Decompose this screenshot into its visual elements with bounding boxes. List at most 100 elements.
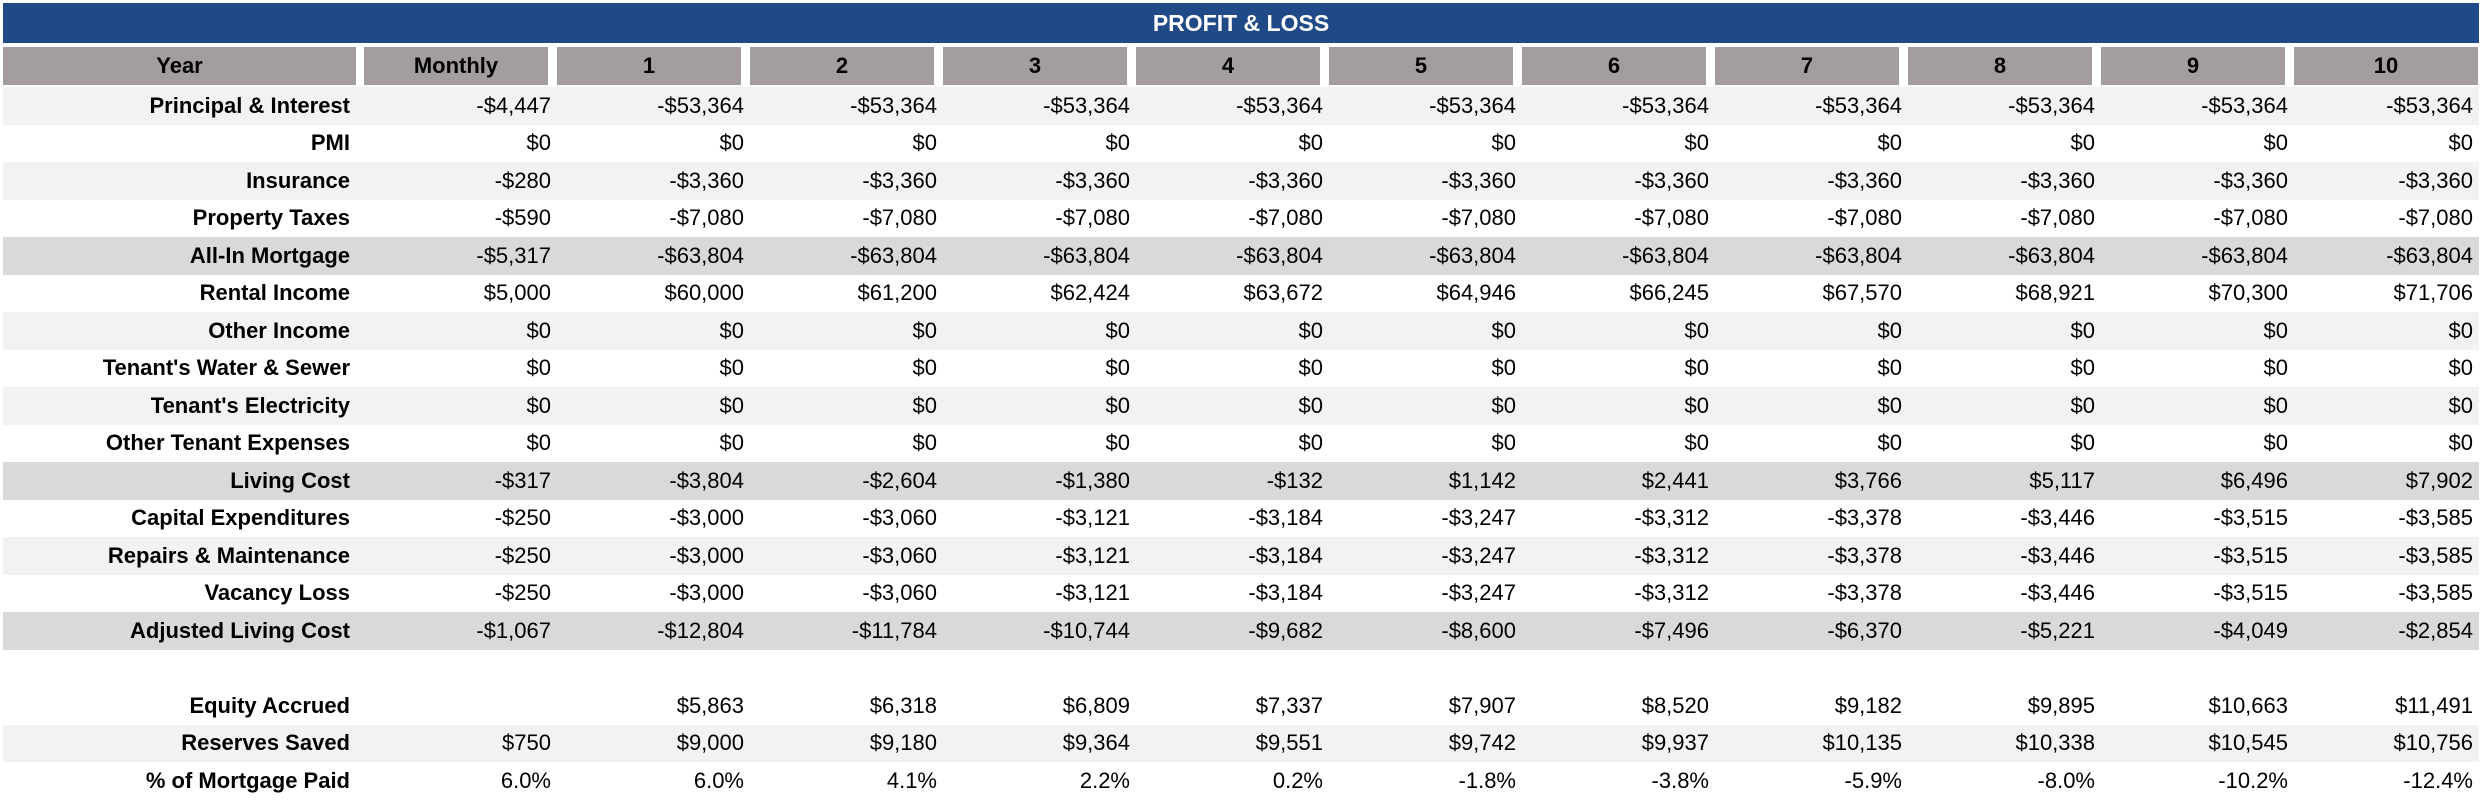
column-header: 7	[1715, 47, 1899, 85]
value-cell: -$1,067	[364, 612, 557, 650]
value-cell: -12.4%	[2294, 762, 2479, 800]
value-cell: -$3,360	[1715, 162, 1908, 200]
value-cell: $71,706	[2294, 274, 2479, 312]
value-cell: -3.8%	[1522, 762, 1715, 800]
value-cell: $0	[1329, 124, 1522, 162]
row-label: Tenant's Electricity	[3, 387, 364, 425]
value-cell: $6,809	[943, 687, 1136, 725]
value-cell: -$3,000	[557, 574, 750, 612]
value-cell: $0	[1715, 312, 1908, 350]
value-cell: $0	[1715, 349, 1908, 387]
row-label: Living Cost	[3, 462, 364, 500]
value-cell: -$3,000	[557, 499, 750, 537]
value-cell: -$3,360	[2101, 162, 2294, 200]
value-cell: -5.9%	[1715, 762, 1908, 800]
value-cell: $64,946	[1329, 274, 1522, 312]
value-cell: -$3,360	[1908, 162, 2101, 200]
value-cell: $0	[1715, 424, 1908, 462]
value-cell: -$63,804	[750, 237, 943, 275]
value-cell: $0	[750, 387, 943, 425]
value-cell: $0	[557, 124, 750, 162]
value-cell: -$9,682	[1136, 612, 1329, 650]
value-cell: -$7,080	[1522, 199, 1715, 237]
value-cell: -$53,364	[2101, 87, 2294, 125]
value-cell: -$2,854	[2294, 612, 2479, 650]
value-cell	[364, 687, 557, 725]
value-cell: $9,742	[1329, 724, 1522, 762]
value-cell: $62,424	[943, 274, 1136, 312]
value-cell: -8.0%	[1908, 762, 2101, 800]
value-cell: -$3,312	[1522, 499, 1715, 537]
row-label: Adjusted Living Cost	[3, 612, 364, 650]
value-cell: -$3,446	[1908, 537, 2101, 575]
value-cell: $0	[1329, 387, 1522, 425]
value-cell: $0	[943, 124, 1136, 162]
value-cell: -$7,496	[1522, 612, 1715, 650]
row-label: PMI	[3, 124, 364, 162]
value-cell: $63,672	[1136, 274, 1329, 312]
value-cell: -$11,784	[750, 612, 943, 650]
column-header: 9	[2101, 47, 2285, 85]
row-label: Principal & Interest	[3, 87, 364, 125]
value-cell: $9,895	[1908, 687, 2101, 725]
value-cell: -$7,080	[1329, 199, 1522, 237]
value-cell: -$3,585	[2294, 537, 2479, 575]
row-label: % of Mortgage Paid	[3, 762, 364, 800]
value-cell: -$53,364	[1908, 87, 2101, 125]
value-cell: $0	[1136, 124, 1329, 162]
value-cell: -$3,184	[1136, 499, 1329, 537]
value-cell: -$53,364	[557, 87, 750, 125]
value-cell: $0	[557, 387, 750, 425]
value-cell: $0	[2294, 312, 2479, 350]
row-label: Other Income	[3, 312, 364, 350]
value-cell: $70,300	[2101, 274, 2294, 312]
value-cell: $0	[1136, 424, 1329, 462]
value-cell: -$12,804	[557, 612, 750, 650]
value-cell: -$590	[364, 199, 557, 237]
value-cell: -$53,364	[1136, 87, 1329, 125]
value-cell: $7,907	[1329, 687, 1522, 725]
table-title: PROFIT & LOSS	[3, 3, 2479, 43]
value-cell: 6.0%	[364, 762, 557, 800]
value-cell: $0	[557, 349, 750, 387]
value-cell: -$63,804	[1136, 237, 1329, 275]
value-cell: $67,570	[1715, 274, 1908, 312]
value-cell: $0	[2294, 424, 2479, 462]
column-header: 1	[557, 47, 741, 85]
value-cell: -$3,360	[1136, 162, 1329, 200]
value-cell: -$3,247	[1329, 537, 1522, 575]
value-cell: -$3,121	[943, 574, 1136, 612]
column-header: 10	[2294, 47, 2478, 85]
value-cell: -$3,184	[1136, 574, 1329, 612]
value-cell: -$3,312	[1522, 574, 1715, 612]
value-cell: $0	[1908, 349, 2101, 387]
value-cell: -$3,060	[750, 537, 943, 575]
value-cell: $0	[364, 349, 557, 387]
value-cell: $0	[2294, 349, 2479, 387]
value-cell: -$53,364	[943, 87, 1136, 125]
value-cell: $9,937	[1522, 724, 1715, 762]
value-cell: -$7,080	[1136, 199, 1329, 237]
value-cell: $0	[2101, 349, 2294, 387]
value-cell: -$7,080	[557, 199, 750, 237]
value-cell: $2,441	[1522, 462, 1715, 500]
value-cell: -$63,804	[1908, 237, 2101, 275]
value-cell: -$3,378	[1715, 499, 1908, 537]
value-cell: -$3,360	[2294, 162, 2479, 200]
value-cell: $0	[364, 124, 557, 162]
row-label: All-In Mortgage	[3, 237, 364, 275]
value-cell: -$3,247	[1329, 574, 1522, 612]
value-cell: $7,902	[2294, 462, 2479, 500]
value-cell: $10,338	[1908, 724, 2101, 762]
value-cell: -$3,515	[2101, 499, 2294, 537]
value-cell: -$3,184	[1136, 537, 1329, 575]
value-cell: $0	[750, 424, 943, 462]
value-cell: -$10,744	[943, 612, 1136, 650]
column-header: 6	[1522, 47, 1706, 85]
value-cell: $66,245	[1522, 274, 1715, 312]
value-cell: $750	[364, 724, 557, 762]
value-cell: -$3,360	[750, 162, 943, 200]
value-cell: $0	[750, 349, 943, 387]
value-cell: -$3,446	[1908, 499, 2101, 537]
